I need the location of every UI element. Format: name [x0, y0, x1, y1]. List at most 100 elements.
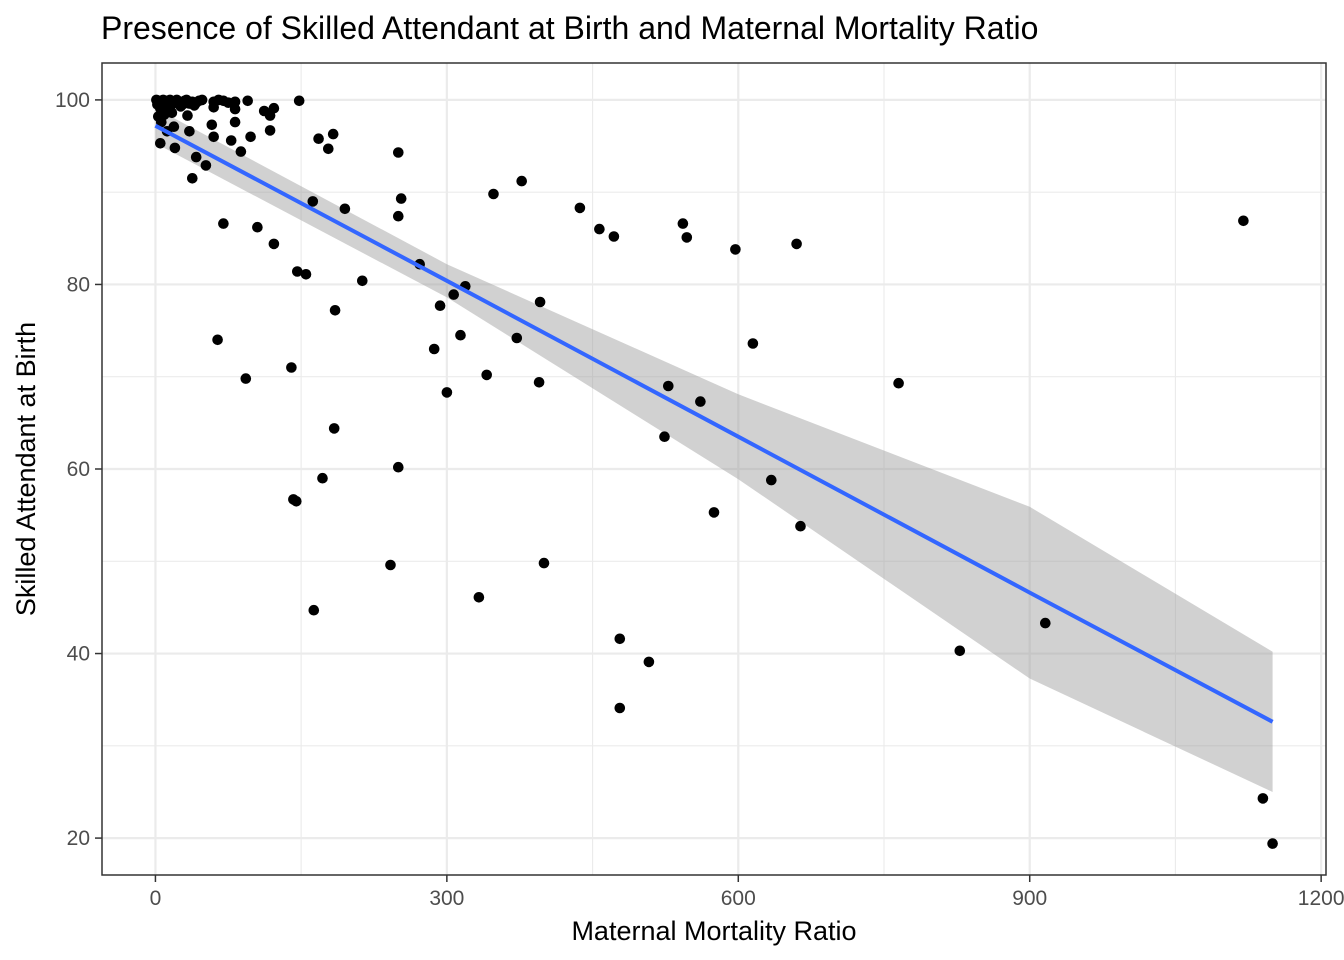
data-point: [187, 173, 198, 184]
data-point: [323, 143, 334, 155]
data-point: [395, 193, 407, 204]
data-point: [166, 107, 178, 119]
data-point: [393, 147, 404, 158]
data-point: [229, 116, 241, 128]
data-point: [534, 296, 546, 308]
data-point: [473, 592, 485, 603]
data-point: [328, 423, 340, 434]
data-point: [175, 101, 186, 112]
data-point: [169, 142, 181, 154]
data-point: [329, 305, 341, 316]
data-point: [455, 329, 466, 341]
data-point: [791, 238, 802, 250]
x-tick-label: 300: [429, 887, 464, 910]
x-tick-label: 900: [1012, 887, 1047, 910]
data-point: [235, 146, 247, 157]
data-point: [286, 362, 297, 373]
data-point: [1040, 617, 1051, 629]
x-tick-label: 1200: [1298, 887, 1344, 910]
major-gridlines: [102, 63, 1326, 875]
y-tick-label: 40: [67, 643, 90, 666]
data-point: [516, 175, 527, 187]
data-point: [155, 138, 166, 149]
data-point: [292, 266, 303, 277]
data-point: [291, 496, 302, 507]
y-tick-label: 20: [67, 827, 90, 850]
data-point: [268, 238, 280, 250]
data-point: [954, 645, 966, 657]
data-point: [184, 126, 195, 137]
data-point: [511, 332, 523, 344]
data-point: [264, 125, 276, 136]
data-point: [614, 633, 626, 645]
data-point: [677, 218, 689, 229]
y-axis-title: Skilled Attendant at Birth: [11, 322, 41, 616]
data-point: [182, 110, 193, 121]
x-tick-label: 0: [150, 887, 162, 910]
data-point: [393, 461, 404, 473]
data-point: [659, 431, 670, 443]
data-point: [252, 221, 263, 233]
y-axis-ticks: 20 40 60 80 100: [55, 89, 102, 850]
regression-line: [154, 123, 1274, 724]
data-point: [574, 202, 586, 214]
data-point: [730, 244, 741, 255]
data-point: [293, 95, 305, 107]
data-point: [608, 231, 620, 242]
data-point: [242, 95, 253, 107]
data-point: [200, 160, 212, 171]
data-point: [229, 96, 241, 108]
data-point: [339, 203, 351, 215]
data-point: [268, 102, 280, 114]
data-point: [708, 507, 720, 518]
data-point: [594, 223, 605, 235]
data-point: [196, 94, 208, 106]
trend-line: [154, 123, 1274, 724]
data-point: [538, 557, 550, 569]
data-point: [229, 103, 241, 115]
y-tick-label: 80: [67, 273, 90, 296]
data-point: [795, 520, 806, 532]
data-points: [151, 94, 1278, 849]
data-point: [208, 131, 219, 143]
data-point: [307, 196, 319, 207]
data-point: [240, 373, 252, 384]
data-point: [481, 369, 493, 381]
data-point: [212, 334, 223, 346]
data-point: [208, 102, 219, 113]
data-point: [393, 210, 404, 222]
y-tick-label: 100: [55, 89, 90, 112]
chart-title: Presence of Skilled Attendant at Birth a…: [101, 10, 1038, 46]
confidence-band: [155, 108, 1273, 792]
data-point: [385, 559, 396, 571]
data-point: [190, 151, 202, 163]
data-point: [681, 232, 693, 243]
data-point: [441, 387, 453, 398]
data-point: [448, 289, 460, 300]
data-point: [1267, 838, 1278, 849]
data-point: [308, 604, 320, 616]
data-point: [695, 396, 706, 407]
data-point: [663, 380, 674, 392]
data-point: [218, 218, 229, 229]
data-point: [434, 300, 446, 312]
data-point: [747, 338, 759, 349]
data-point: [893, 377, 904, 389]
data-point: [643, 656, 655, 668]
data-point: [357, 275, 368, 287]
data-point: [488, 188, 499, 200]
data-point: [300, 269, 312, 280]
data-point: [327, 128, 339, 140]
data-point: [206, 119, 218, 131]
y-tick-label: 60: [67, 458, 90, 481]
data-point: [1257, 793, 1269, 804]
data-point: [156, 116, 167, 128]
x-tick-label: 600: [721, 887, 756, 910]
data-point: [1238, 215, 1249, 227]
data-point: [245, 131, 256, 143]
minor-gridlines: [102, 63, 1326, 875]
confidence-band-area: [155, 108, 1273, 792]
x-axis-title: Maternal Mortality Ratio: [571, 916, 856, 946]
data-point: [533, 377, 545, 388]
